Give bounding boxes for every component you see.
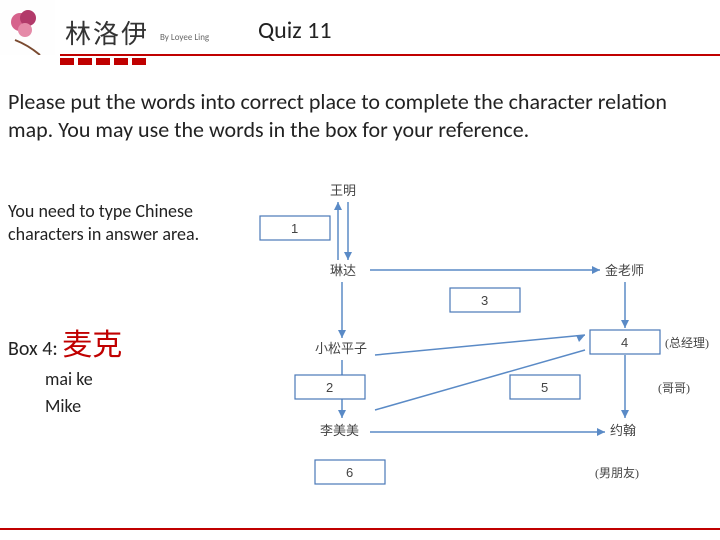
header-chinese-name: 林洛伊 <box>65 14 149 51</box>
node-xiaosong: 小松平子 <box>315 341 367 356</box>
box-6-num: 6 <box>346 465 353 480</box>
node-linda: 琳达 <box>330 263 356 278</box>
node-wangming: 王明 <box>330 183 356 198</box>
node-nanpengyou: (男朋友) <box>595 466 639 480</box>
relation-diagram: 王明 1 琳达 金老师 3 小松平子 4 (总经理) 2 5 (哥哥) 李美美 … <box>220 180 710 510</box>
box-5-num: 5 <box>541 380 548 395</box>
header-rule <box>60 54 720 56</box>
page-title: Quiz 11 <box>258 16 332 45</box>
node-jinlaoshi: 金老师 <box>605 263 644 278</box>
box-2-num: 2 <box>326 380 333 395</box>
footer-rule <box>0 528 720 530</box>
box4-english: Mike <box>45 395 81 417</box>
note-text: You need to type Chinese characters in a… <box>8 200 208 247</box>
node-zongjingli: (总经理) <box>665 336 709 350</box>
box4-label: Box 4: <box>8 337 62 361</box>
box4-pinyin: mai ke <box>45 368 93 390</box>
node-yuehan: 约翰 <box>610 423 636 438</box>
answer-row: Box 4: 麦克 <box>8 320 122 364</box>
header-decoration <box>60 58 150 65</box>
flower-image <box>0 0 55 55</box>
instruction-text: Please put the words into correct place … <box>8 88 708 143</box>
box-3-num: 3 <box>481 293 488 308</box>
box-1-num: 1 <box>291 221 298 236</box>
box4-value: 麦克 <box>62 329 122 362</box>
node-gege: (哥哥) <box>658 381 690 395</box>
header-author: By Loyee Ling <box>160 32 209 43</box>
node-limeimei: 李美美 <box>320 423 359 438</box>
box-4-num: 4 <box>621 335 628 350</box>
